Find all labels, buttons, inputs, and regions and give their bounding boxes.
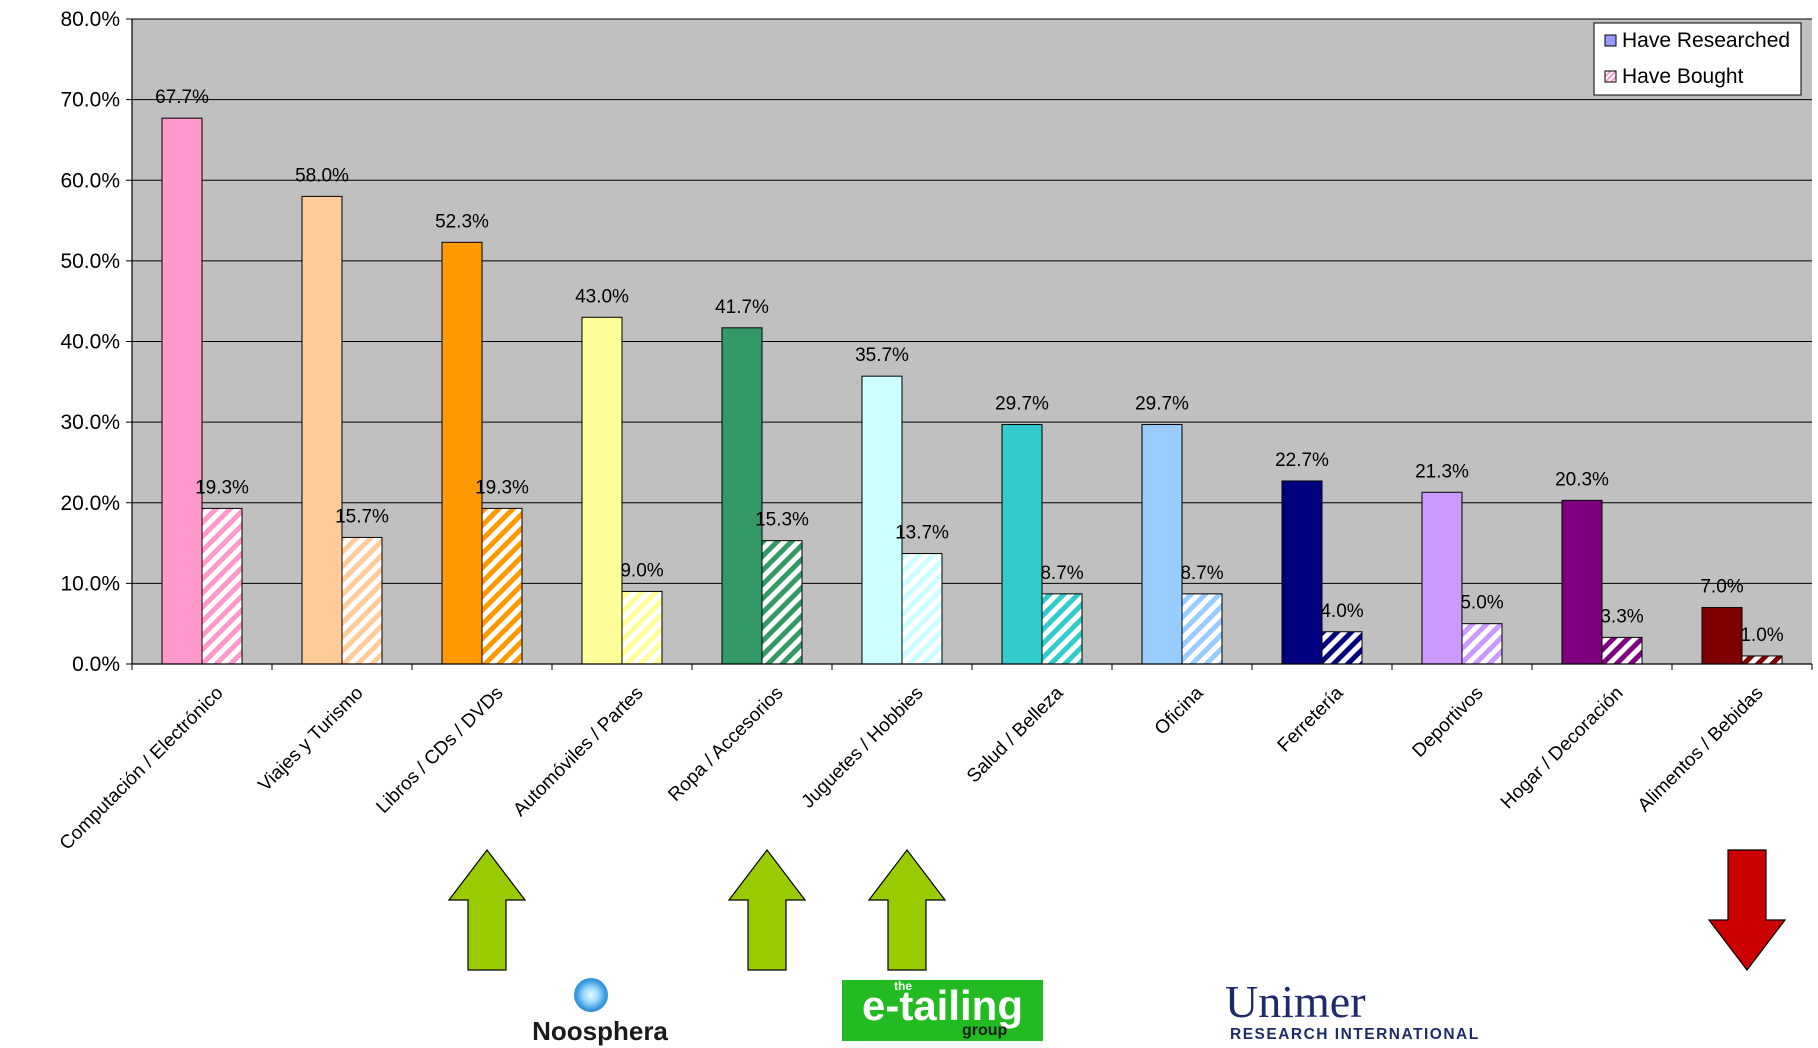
bar-researched	[161, 117, 203, 665]
x-tick-label: Alimentos / Bebidas	[1634, 683, 1768, 817]
etailing-logo: the e-tailing group	[842, 980, 1043, 1041]
data-label-bought: 4.0%	[1320, 601, 1363, 622]
y-axis-tick-labels: 0.0% 10.0% 20.0% 30.0% 40.0% 50.0% 60.0% 70.0% 8…	[60, 8, 120, 676]
data-label-researched: 41.7%	[715, 297, 769, 318]
up-arrow-icon	[867, 849, 947, 971]
bar-bought	[1741, 655, 1783, 665]
bar-bought	[621, 590, 663, 665]
unimer-wordmark: Unimer	[1225, 976, 1366, 1027]
legend-swatch-researched	[1604, 34, 1617, 47]
annotation-arrows	[447, 849, 1787, 971]
data-label-researched: 29.7%	[1135, 394, 1189, 415]
bar-bought	[1041, 593, 1083, 665]
noosphera-wordmark: Noosphera	[532, 1016, 668, 1046]
data-label-bought: 15.7%	[335, 506, 389, 527]
bar-researched	[1421, 491, 1463, 665]
x-tick-label: Salud / Belleza	[963, 682, 1068, 787]
data-label-bought: 9.0%	[620, 560, 663, 581]
bar-bought	[481, 507, 523, 665]
data-label-researched: 29.7%	[995, 394, 1049, 415]
bar-researched	[301, 195, 343, 665]
bar-bought	[1601, 636, 1643, 665]
y-tick-label: 60.0%	[60, 169, 120, 192]
bar-bought	[901, 553, 943, 665]
bar-researched	[1561, 499, 1603, 665]
bar-bought	[1181, 593, 1223, 665]
data-label-researched: 43.0%	[575, 286, 629, 307]
bar-bought	[1461, 623, 1503, 665]
legend: Have Researched Have Bought	[1593, 22, 1802, 96]
y-tick-label: 40.0%	[60, 331, 120, 354]
x-tick-label: Oficina	[1151, 682, 1208, 739]
gridlines	[126, 18, 1812, 665]
x-tick-label: Automóviles / Partes	[509, 683, 647, 821]
data-label-researched: 21.3%	[1415, 461, 1469, 482]
bar-researched	[1281, 480, 1323, 665]
bars	[161, 117, 1783, 665]
etailing-group: group	[962, 1022, 1008, 1039]
up-arrow-icon	[447, 849, 527, 971]
data-label-bought: 1.0%	[1740, 625, 1783, 646]
etailing-wordmark: e-tailing	[861, 982, 1023, 1029]
bar-bought	[201, 507, 243, 665]
legend-label-researched: Have Researched	[1622, 29, 1790, 52]
noosphera-logo: Noosphera	[525, 978, 675, 1048]
x-axis-tick-labels: Computación / Electrónico Viajes y Turism…	[56, 682, 1768, 854]
legend-label-bought: Have Bought	[1622, 65, 1744, 88]
etailing-the: the	[894, 979, 912, 993]
data-labels: 67.7% 19.3% 58.0% 15.7% 52.3% 19.3% 43.0% 9.0% 4…	[155, 87, 1784, 646]
x-tick-label: Libros / CDs / DVDs	[372, 683, 507, 818]
legend-swatch-bought	[1604, 70, 1617, 83]
y-tick-label: 30.0%	[60, 411, 120, 434]
y-tick-label: 20.0%	[60, 492, 120, 515]
data-label-bought: 8.7%	[1180, 563, 1223, 584]
data-label-researched: 58.0%	[295, 165, 349, 186]
unimer-subtitle: RESEARCH INTERNATIONAL	[1230, 1026, 1480, 1043]
data-label-researched: 22.7%	[1275, 450, 1329, 471]
axes	[131, 19, 1813, 670]
sphere-icon	[574, 978, 608, 1012]
x-tick-label: Hogar / Decoración	[1497, 683, 1628, 814]
bar-researched	[1141, 424, 1183, 665]
unimer-logo: Unimer RESEARCH INTERNATIONAL	[1225, 978, 1495, 1046]
data-label-researched: 35.7%	[855, 345, 909, 366]
bar-bought	[341, 536, 383, 665]
data-label-researched: 67.7%	[155, 87, 209, 108]
data-label-bought: 5.0%	[1460, 593, 1503, 614]
y-tick-label: 80.0%	[60, 8, 120, 31]
data-label-researched: 52.3%	[435, 211, 489, 232]
bar-researched	[1701, 607, 1743, 665]
x-tick-label: Computación / Electrónico	[56, 683, 228, 855]
x-tick-label: Viajes y Turismo	[254, 683, 367, 796]
legend-box	[1593, 22, 1802, 96]
x-tick-label: Ferretería	[1274, 682, 1348, 756]
down-arrow-icon	[1707, 849, 1787, 971]
data-label-bought: 19.3%	[475, 477, 529, 498]
data-label-bought: 15.3%	[755, 510, 809, 531]
bar-researched	[861, 375, 903, 665]
bar-researched	[721, 327, 763, 665]
bar-bought	[1321, 631, 1363, 665]
y-tick-label: 10.0%	[60, 572, 120, 595]
data-label-bought: 13.7%	[895, 523, 949, 544]
bar-researched	[441, 241, 483, 665]
data-label-researched: 7.0%	[1700, 577, 1743, 598]
bar-researched	[1001, 424, 1043, 665]
y-tick-label: 70.0%	[60, 89, 120, 112]
x-tick-label: Deportivos	[1408, 683, 1487, 762]
bar-researched	[581, 316, 623, 665]
x-tick-label: Juguetes / Hobbies	[798, 683, 928, 813]
y-tick-label: 50.0%	[60, 250, 120, 273]
y-tick-label: 0.0%	[72, 653, 120, 676]
data-label-researched: 20.3%	[1555, 469, 1609, 490]
data-label-bought: 3.3%	[1600, 606, 1643, 627]
bar-bought	[761, 540, 803, 665]
up-arrow-icon	[727, 849, 807, 971]
data-label-bought: 8.7%	[1040, 563, 1083, 584]
x-tick-label: Ropa / Accesorios	[664, 683, 787, 806]
data-label-bought: 19.3%	[195, 477, 249, 498]
